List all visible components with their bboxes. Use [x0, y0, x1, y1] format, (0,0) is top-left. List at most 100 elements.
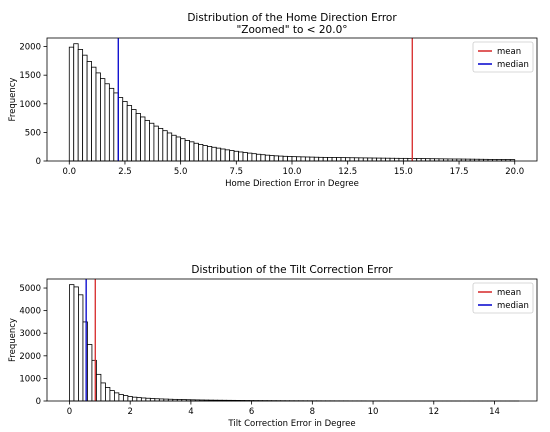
y-tick-label: 1500: [19, 71, 41, 81]
y-tick-label: 2000: [19, 43, 41, 53]
x-tick-label: 14: [489, 407, 500, 417]
axes-frame: [46, 278, 538, 402]
histogram-bar: [380, 157, 386, 162]
histogram-bar: [220, 148, 226, 162]
histogram-bar: [184, 140, 190, 162]
histogram-bar: [127, 396, 133, 402]
y-axis-label: Frequency: [8, 318, 18, 362]
histogram-bar: [109, 390, 115, 402]
histogram-bar: [260, 154, 266, 162]
histogram-bar: [327, 157, 333, 162]
histogram-bar: [73, 286, 79, 402]
histogram-bar: [82, 54, 88, 162]
y-tick-label: 500: [25, 128, 41, 138]
y-tick-label: 0: [36, 397, 41, 407]
histogram-bar: [87, 344, 93, 402]
x-axis-label: Tilt Correction Error in Degree: [227, 419, 355, 429]
x-tick-label: 7.5: [230, 167, 244, 177]
histogram-bar: [95, 72, 101, 162]
x-tick-label: 8: [310, 407, 315, 417]
x-tick-label: 17.5: [450, 167, 469, 177]
histogram-bar: [131, 396, 138, 402]
bars: [69, 284, 520, 402]
histogram-bar: [304, 156, 311, 162]
legend-label-median: median: [497, 60, 529, 70]
x-tick-label: 5.0: [174, 167, 188, 177]
y-axis-label: Frequency: [8, 78, 18, 122]
histogram-bar: [189, 141, 195, 162]
chart-1: Distribution of the Home Direction Error…: [8, 12, 538, 189]
x-tick-label: 15.0: [394, 167, 413, 177]
histogram-bar: [242, 152, 248, 162]
histogram-bar: [385, 157, 391, 162]
histogram-bar: [162, 130, 168, 162]
y-tick-label: 3000: [19, 329, 41, 339]
histogram-bar: [255, 153, 262, 162]
histogram-bar: [198, 144, 204, 162]
x-tick-label: 2.5: [118, 167, 132, 177]
y-tick-label: 4000: [19, 307, 41, 317]
histogram-bar: [282, 155, 288, 162]
histogram-bar: [251, 153, 257, 162]
x-tick-label: 10: [368, 407, 379, 417]
histogram-bar: [117, 97, 124, 162]
legend: mean median: [472, 282, 534, 314]
histogram-bar: [309, 156, 315, 162]
histogram-bar: [247, 152, 253, 162]
histogram-bar: [296, 156, 302, 162]
histogram-bar: [153, 125, 159, 162]
histogram-bar: [171, 134, 177, 162]
histogram-bar: [166, 132, 173, 162]
histogram-bar: [175, 136, 182, 162]
histogram-bar: [145, 397, 151, 402]
histogram-bar: [313, 156, 320, 162]
histogram-bar: [126, 105, 133, 162]
histogram-bar: [367, 157, 373, 162]
histogram-bar: [122, 395, 129, 402]
histogram-bar: [77, 49, 84, 162]
x-tick-label: 12.5: [338, 167, 357, 177]
histogram-bar: [362, 157, 369, 162]
histogram-bar: [68, 46, 75, 162]
histogram-bar: [358, 157, 364, 162]
y-tick-label: 0: [36, 157, 41, 167]
histogram-bar: [345, 157, 351, 162]
histogram-bar: [108, 87, 115, 162]
histogram-bar: [211, 146, 217, 162]
x-tick-label: 0.0: [63, 167, 77, 177]
chart-subtitle: "Zoomed" to < 20.0°: [236, 24, 347, 36]
histogram-bar: [73, 43, 79, 162]
histogram-bar: [322, 156, 329, 162]
histogram-bar: [86, 61, 92, 162]
y-tick-label: 2000: [19, 352, 41, 362]
histogram-bar: [113, 92, 119, 162]
histogram-bar: [389, 157, 395, 162]
histogram-bar: [118, 394, 124, 402]
histogram-bar: [100, 382, 106, 402]
histogram-bar: [100, 78, 106, 162]
histogram-bar: [233, 150, 239, 162]
histogram-bar: [215, 147, 222, 162]
histogram-bar: [78, 294, 84, 402]
legend-label-median: median: [497, 301, 529, 311]
histogram-bar: [336, 157, 342, 162]
histogram-bar: [91, 66, 97, 162]
y-tick-label: 1000: [19, 374, 41, 384]
histogram-bar: [140, 397, 147, 402]
x-tick-label: 10.0: [283, 167, 302, 177]
histogram-bar: [278, 155, 284, 162]
histogram-bar: [340, 157, 346, 162]
histogram-bar: [353, 157, 360, 162]
histogram-bar: [349, 157, 355, 162]
x-tick-label: 6: [249, 407, 254, 417]
histogram-bar: [193, 142, 199, 162]
y-tick-label: 5000: [19, 284, 41, 294]
x-axis-label: Home Direction Error in Degree: [225, 179, 359, 189]
legend-label-mean: mean: [497, 288, 521, 298]
histogram-bar: [229, 150, 235, 162]
histogram-bar: [331, 157, 337, 162]
x-tick-label: 4: [188, 407, 193, 417]
legend: mean median: [472, 41, 534, 73]
histogram-bar: [96, 373, 102, 402]
